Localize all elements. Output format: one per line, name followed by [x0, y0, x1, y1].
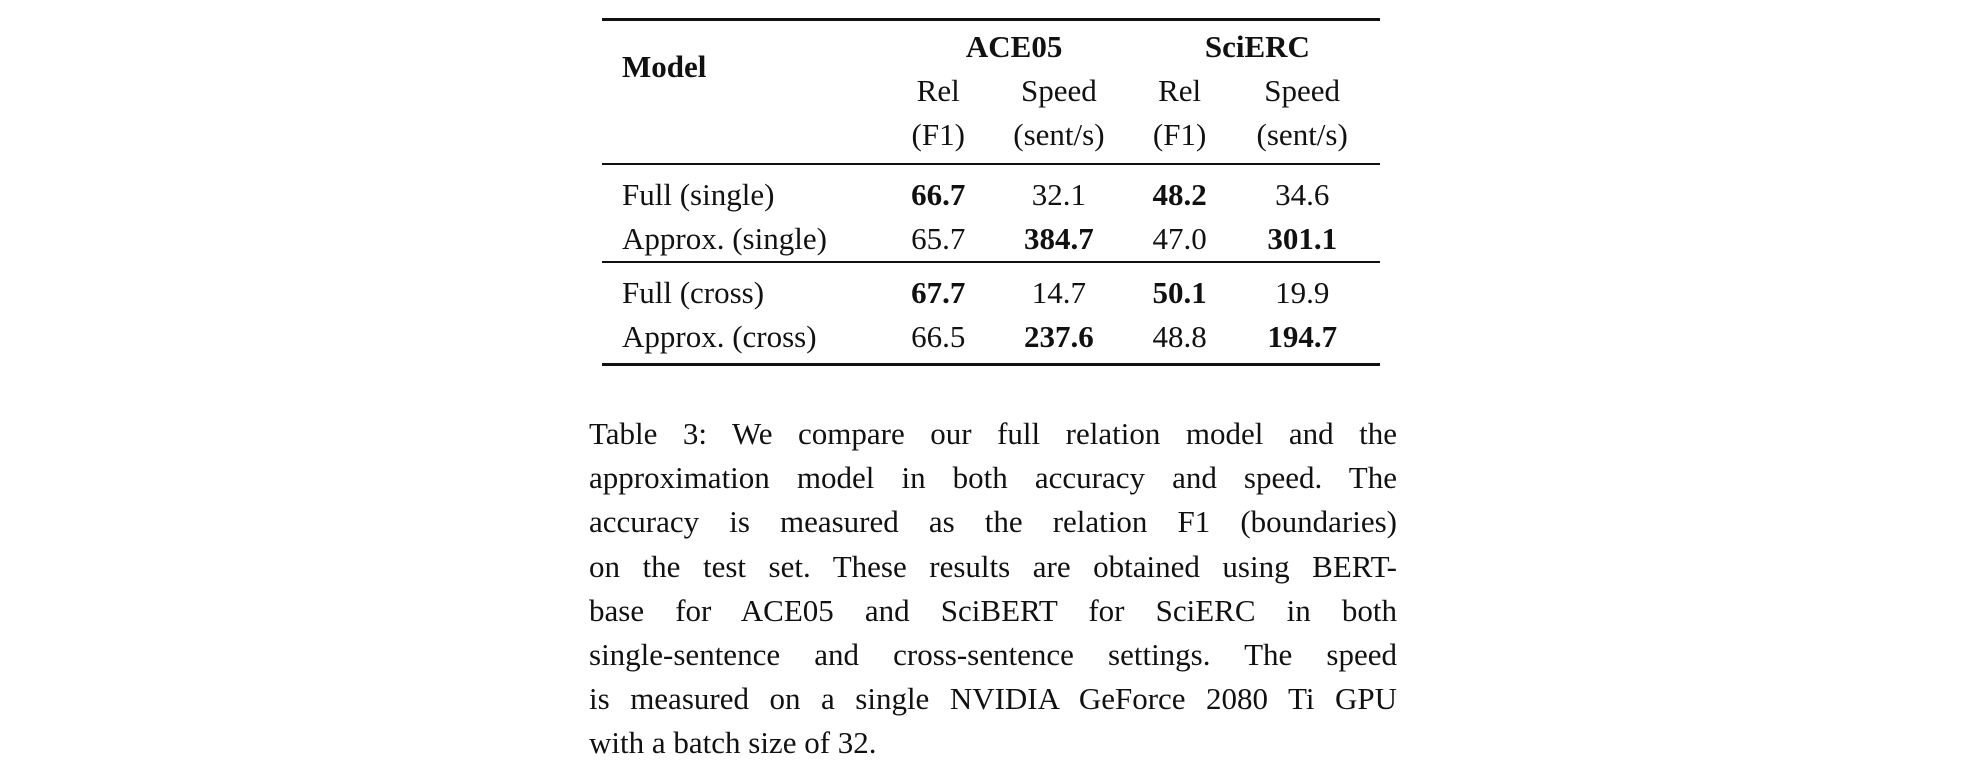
- row-model-label: Full (cross): [602, 261, 894, 315]
- row-model-label: Approx. (single): [622, 221, 827, 256]
- cell-ace05-speed: 384.7: [1024, 221, 1094, 256]
- cell-scierc-speed: 34.6: [1224, 163, 1380, 217]
- caption-line: single-sentence and cross-sentence setti…: [589, 637, 1397, 673]
- ace05-rel-header: Rel: [916, 73, 960, 108]
- table-row: Full (cross) 67.7 14.7 50.1 19.9: [602, 261, 1380, 315]
- cell-scierc-rel: 48.2: [1134, 163, 1225, 217]
- results-table-container: Model ACE05 SciERC Rel Speed Rel Speed (…: [602, 18, 1380, 366]
- caption-line: is measured on a single NVIDIA GeForce 2…: [589, 681, 1397, 717]
- cell-ace05-rel: 66.5: [911, 319, 966, 354]
- header-row-unit: (F1) (sent/s) (F1) (sent/s): [602, 113, 1380, 164]
- row-model-label: Full (single): [602, 163, 894, 217]
- model-column-header: Model: [622, 49, 707, 84]
- header-row-groups: Model ACE05 SciERC: [602, 20, 1380, 84]
- caption-line: with a batch size of 32.: [589, 725, 877, 761]
- header-row-metric: Rel Speed Rel Speed: [602, 69, 1380, 113]
- table-row: Approx. (single) 65.7 384.7 47.0 301.1: [602, 217, 1380, 262]
- cell-ace05-speed: 237.6: [1024, 319, 1094, 354]
- ace05-speed-unit: (sent/s): [1013, 117, 1105, 152]
- ace05-speed-header: Speed: [1021, 73, 1097, 108]
- scierc-speed-header: Speed: [1264, 73, 1341, 108]
- caption-line: approximation model in both accuracy and…: [589, 460, 1397, 496]
- cell-scierc-speed: 194.7: [1267, 319, 1338, 354]
- table-row: Approx. (cross) 66.5 237.6 48.8 194.7: [602, 315, 1380, 365]
- scierc-speed-unit: (sent/s): [1256, 117, 1348, 152]
- caption-line: base for ACE05 and SciBERT for SciERC in…: [589, 592, 1397, 628]
- cell-scierc-rel: 50.1: [1134, 261, 1225, 315]
- scierc-rel-header: Rel: [1158, 73, 1202, 108]
- results-table: Model ACE05 SciERC Rel Speed Rel Speed (…: [602, 18, 1380, 366]
- caption-line: accuracy is measured as the relation F1 …: [589, 504, 1397, 540]
- cell-ace05-rel: 66.7: [893, 163, 983, 217]
- scierc-rel-unit: (F1): [1152, 117, 1207, 152]
- caption-line: on the test set. These results are obtai…: [589, 548, 1397, 584]
- ace05-rel-unit: (F1): [911, 117, 965, 152]
- group-header-ace05: ACE05: [965, 29, 1063, 64]
- cell-ace05-speed: 32.1: [982, 163, 1135, 217]
- cell-ace05-speed: 14.7: [982, 261, 1135, 315]
- cell-scierc-rel: 47.0: [1152, 221, 1207, 256]
- table-row: Full (single) 66.7 32.1 48.2 34.6: [602, 163, 1380, 217]
- cell-ace05-rel: 67.7: [893, 261, 983, 315]
- cell-scierc-speed: 301.1: [1267, 221, 1338, 256]
- row-model-label: Approx. (cross): [622, 319, 817, 354]
- cell-scierc-speed: 19.9: [1224, 261, 1380, 315]
- caption-line: Table 3: We compare our full relation mo…: [589, 416, 1397, 451]
- group-header-scierc: SciERC: [1204, 29, 1310, 64]
- cell-ace05-rel: 65.7: [911, 221, 966, 256]
- cell-scierc-rel: 48.8: [1152, 319, 1207, 354]
- table-caption: Table 3: We compare our full relation mo…: [589, 412, 1397, 766]
